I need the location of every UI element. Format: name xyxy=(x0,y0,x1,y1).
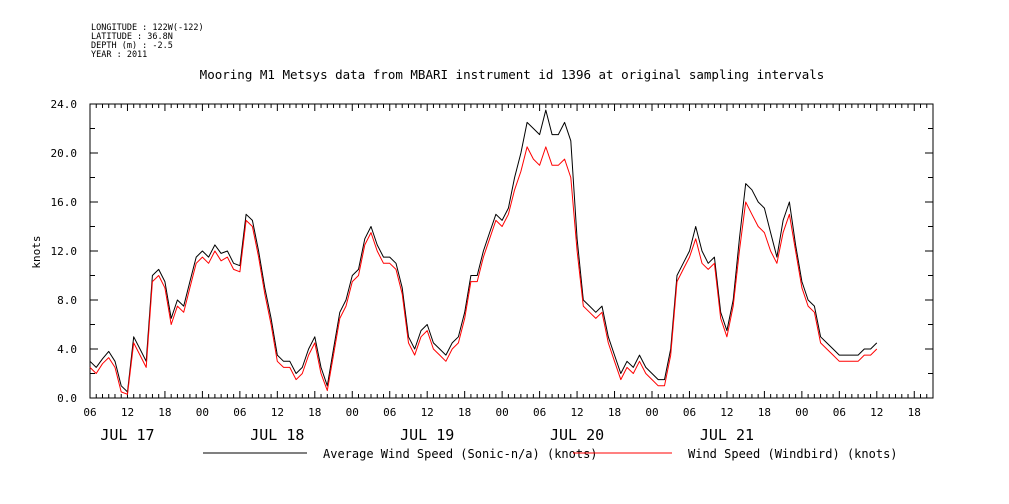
y-tick-label: 20.0 xyxy=(51,147,78,160)
day-labels: JUL 17 JUL 18 JUL 19 JUL 20 JUL 21 xyxy=(100,426,754,444)
y-tick-label: 0.0 xyxy=(57,392,77,405)
x-tick-label: 06 xyxy=(233,406,246,419)
day-label: JUL 17 xyxy=(100,426,154,444)
x-tick-label: 00 xyxy=(645,406,658,419)
x-tick-label: 06 xyxy=(833,406,846,419)
x-tick-label: 12 xyxy=(121,406,134,419)
series-line-1 xyxy=(89,109,878,393)
x-tick-label: 18 xyxy=(308,406,321,419)
x-tick-label: 06 xyxy=(83,406,96,419)
legend-label-2: Wind Speed (Windbird) (knots) xyxy=(688,447,898,461)
metadata-line: DEPTH (m) : -2.5 xyxy=(91,41,173,51)
x-tick-label: 18 xyxy=(608,406,621,419)
x-tick-label: 06 xyxy=(683,406,696,419)
x-tick-label: 18 xyxy=(458,406,471,419)
axis-ticks xyxy=(89,103,934,399)
day-label: JUL 18 xyxy=(250,426,304,444)
day-label: JUL 19 xyxy=(400,426,454,444)
y-tick-label: 24.0 xyxy=(51,98,78,111)
metadata-line: LONGITUDE : 122W(-122) xyxy=(91,23,204,33)
x-tick-label: 06 xyxy=(533,406,546,419)
metadata-line: YEAR : 2011 xyxy=(91,50,147,60)
x-tick-label: 12 xyxy=(870,406,883,419)
x-tick-label: 18 xyxy=(908,406,921,419)
x-tick-label: 12 xyxy=(271,406,284,419)
day-label: JUL 21 xyxy=(700,426,754,444)
series-line-2 xyxy=(89,146,878,395)
x-tick-label: 18 xyxy=(158,406,171,419)
day-label: JUL 20 xyxy=(550,426,604,444)
y-tick-label: 4.0 xyxy=(57,343,77,356)
x-tick-label: 00 xyxy=(496,406,509,419)
legend: Average Wind Speed (Sonic-n/a) (knots) Wi… xyxy=(203,447,898,461)
series-lines xyxy=(89,109,878,395)
y-tick-label: 8.0 xyxy=(57,294,77,307)
y-tick-label: 16.0 xyxy=(51,196,78,209)
x-tick-label: 12 xyxy=(421,406,434,419)
legend-label-1: Average Wind Speed (Sonic-n/a) (knots) xyxy=(323,447,598,461)
x-tick-label: 12 xyxy=(570,406,583,419)
x-tick-label: 00 xyxy=(196,406,209,419)
plot-frame xyxy=(89,103,934,399)
metadata-block: LONGITUDE : 122W(-122)LATITUDE : 36.8NDE… xyxy=(91,23,204,60)
x-tick-label: 00 xyxy=(346,406,359,419)
x-tick-label: 18 xyxy=(758,406,771,419)
y-axis-label: knots xyxy=(30,235,43,268)
chart-title: Mooring M1 Metsys data from MBARI instru… xyxy=(200,67,825,82)
y-tick-label: 12.0 xyxy=(51,245,78,258)
x-tick-label: 12 xyxy=(720,406,733,419)
metadata-line: LATITUDE : 36.8N xyxy=(91,32,173,42)
x-tick-label: 00 xyxy=(795,406,808,419)
y-tick-labels: 0.0 4.0 8.0 12.0 16.0 20.0 24.0 xyxy=(51,98,78,405)
x-tick-label: 06 xyxy=(383,406,396,419)
x-tick-labels: 06 12 18 00 06 12 18 00 06 12 18 00 06 12 18 00 06 12 18 00… xyxy=(83,406,921,419)
